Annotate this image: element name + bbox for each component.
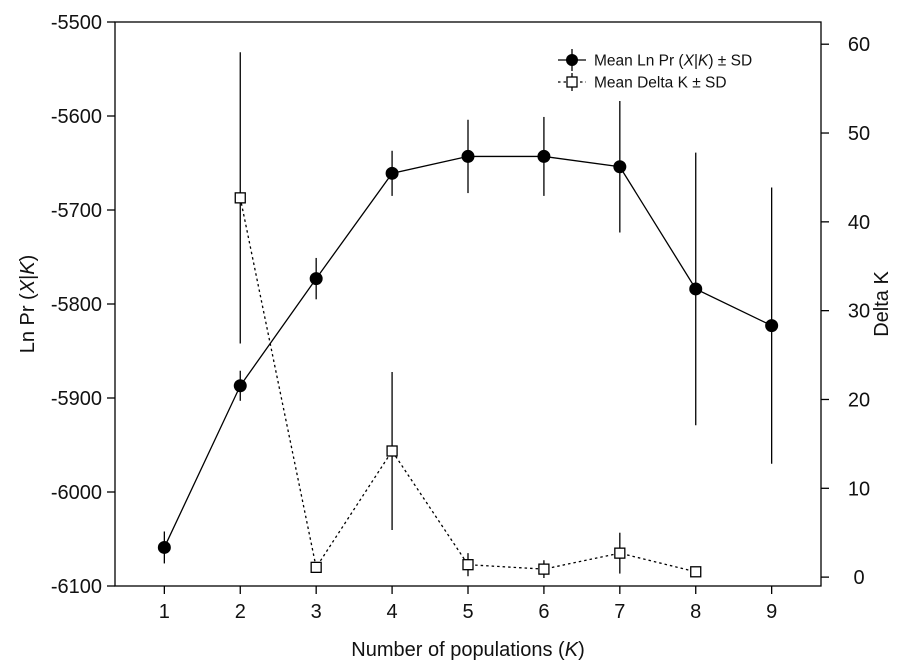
legend-label-ln-pr: Mean Ln Pr (X|K) ± SD bbox=[594, 53, 752, 70]
delta-k-point bbox=[310, 561, 322, 573]
x-tick-label: 4 bbox=[387, 601, 398, 623]
left-y-axis-title: Ln Pr (X|K) bbox=[17, 255, 39, 354]
plot-frame bbox=[114, 21, 822, 587]
left-y-tick-label: -5900 bbox=[51, 388, 102, 410]
right-y-tick-label: 40 bbox=[848, 212, 870, 234]
ln-pr-point bbox=[689, 282, 703, 296]
legend-marker-ln-pr bbox=[566, 54, 578, 66]
left-y-axis: -5500 -5600 -5700 -5800 -5900 -6000 -6100 bbox=[51, 12, 115, 598]
ln-pr-point bbox=[157, 540, 171, 554]
x-tick-label: 3 bbox=[311, 601, 322, 623]
series-mean-ln-pr bbox=[157, 100, 779, 564]
right-y-axis-title: Delta K bbox=[871, 271, 893, 337]
series-mean-delta-k bbox=[234, 52, 702, 579]
x-tick-label: 7 bbox=[614, 601, 625, 623]
legend: Mean Ln Pr (X|K) ± SD Mean Delta K ± SD bbox=[558, 49, 752, 92]
ln-pr-point bbox=[461, 149, 475, 163]
legend-label-delta-k: Mean Delta K ± SD bbox=[594, 75, 727, 92]
right-y-tick-label: 10 bbox=[848, 478, 870, 500]
right-y-axis: 0 10 20 30 40 50 60 bbox=[821, 34, 870, 589]
x-tick-label: 1 bbox=[159, 601, 170, 623]
x-axis: 1 2 3 4 5 6 7 8 9 bbox=[159, 586, 777, 623]
left-y-tick-label: -5500 bbox=[51, 12, 102, 34]
delta-k-point bbox=[386, 445, 398, 457]
delta-k-point bbox=[234, 192, 246, 204]
legend-marker-delta-k bbox=[566, 76, 578, 88]
delta-k-point bbox=[614, 547, 626, 559]
left-y-tick-label: -5700 bbox=[51, 200, 102, 222]
right-y-tick-label: 0 bbox=[853, 567, 864, 589]
delta-k-line bbox=[239, 197, 696, 573]
left-y-tick-label: -6100 bbox=[51, 576, 102, 598]
right-y-tick-label: 20 bbox=[848, 389, 870, 411]
right-y-tick-label: 50 bbox=[848, 123, 870, 145]
x-tick-label: 5 bbox=[462, 601, 473, 623]
x-tick-label: 8 bbox=[690, 601, 701, 623]
x-axis-title: Number of populations (K) bbox=[351, 639, 584, 661]
ln-pr-point bbox=[385, 166, 399, 180]
ln-pr-point bbox=[537, 149, 551, 163]
delta-k-point bbox=[690, 566, 702, 578]
left-y-tick-label: -6000 bbox=[51, 482, 102, 504]
ln-pr-point bbox=[233, 379, 247, 393]
ln-pr-point bbox=[765, 319, 779, 333]
delta-k-point bbox=[538, 563, 550, 575]
ln-pr-point bbox=[309, 272, 323, 286]
left-y-tick-label: -5600 bbox=[51, 106, 102, 128]
left-y-tick-label: -5800 bbox=[51, 294, 102, 316]
ln-pr-point bbox=[613, 160, 627, 174]
x-tick-label: 2 bbox=[235, 601, 246, 623]
delta-k-point bbox=[462, 559, 474, 571]
x-tick-label: 9 bbox=[766, 601, 777, 623]
ln-pr-line bbox=[163, 155, 772, 548]
x-tick-label: 6 bbox=[538, 601, 549, 623]
right-y-tick-label: 60 bbox=[848, 34, 870, 56]
right-y-tick-label: 30 bbox=[848, 301, 870, 323]
